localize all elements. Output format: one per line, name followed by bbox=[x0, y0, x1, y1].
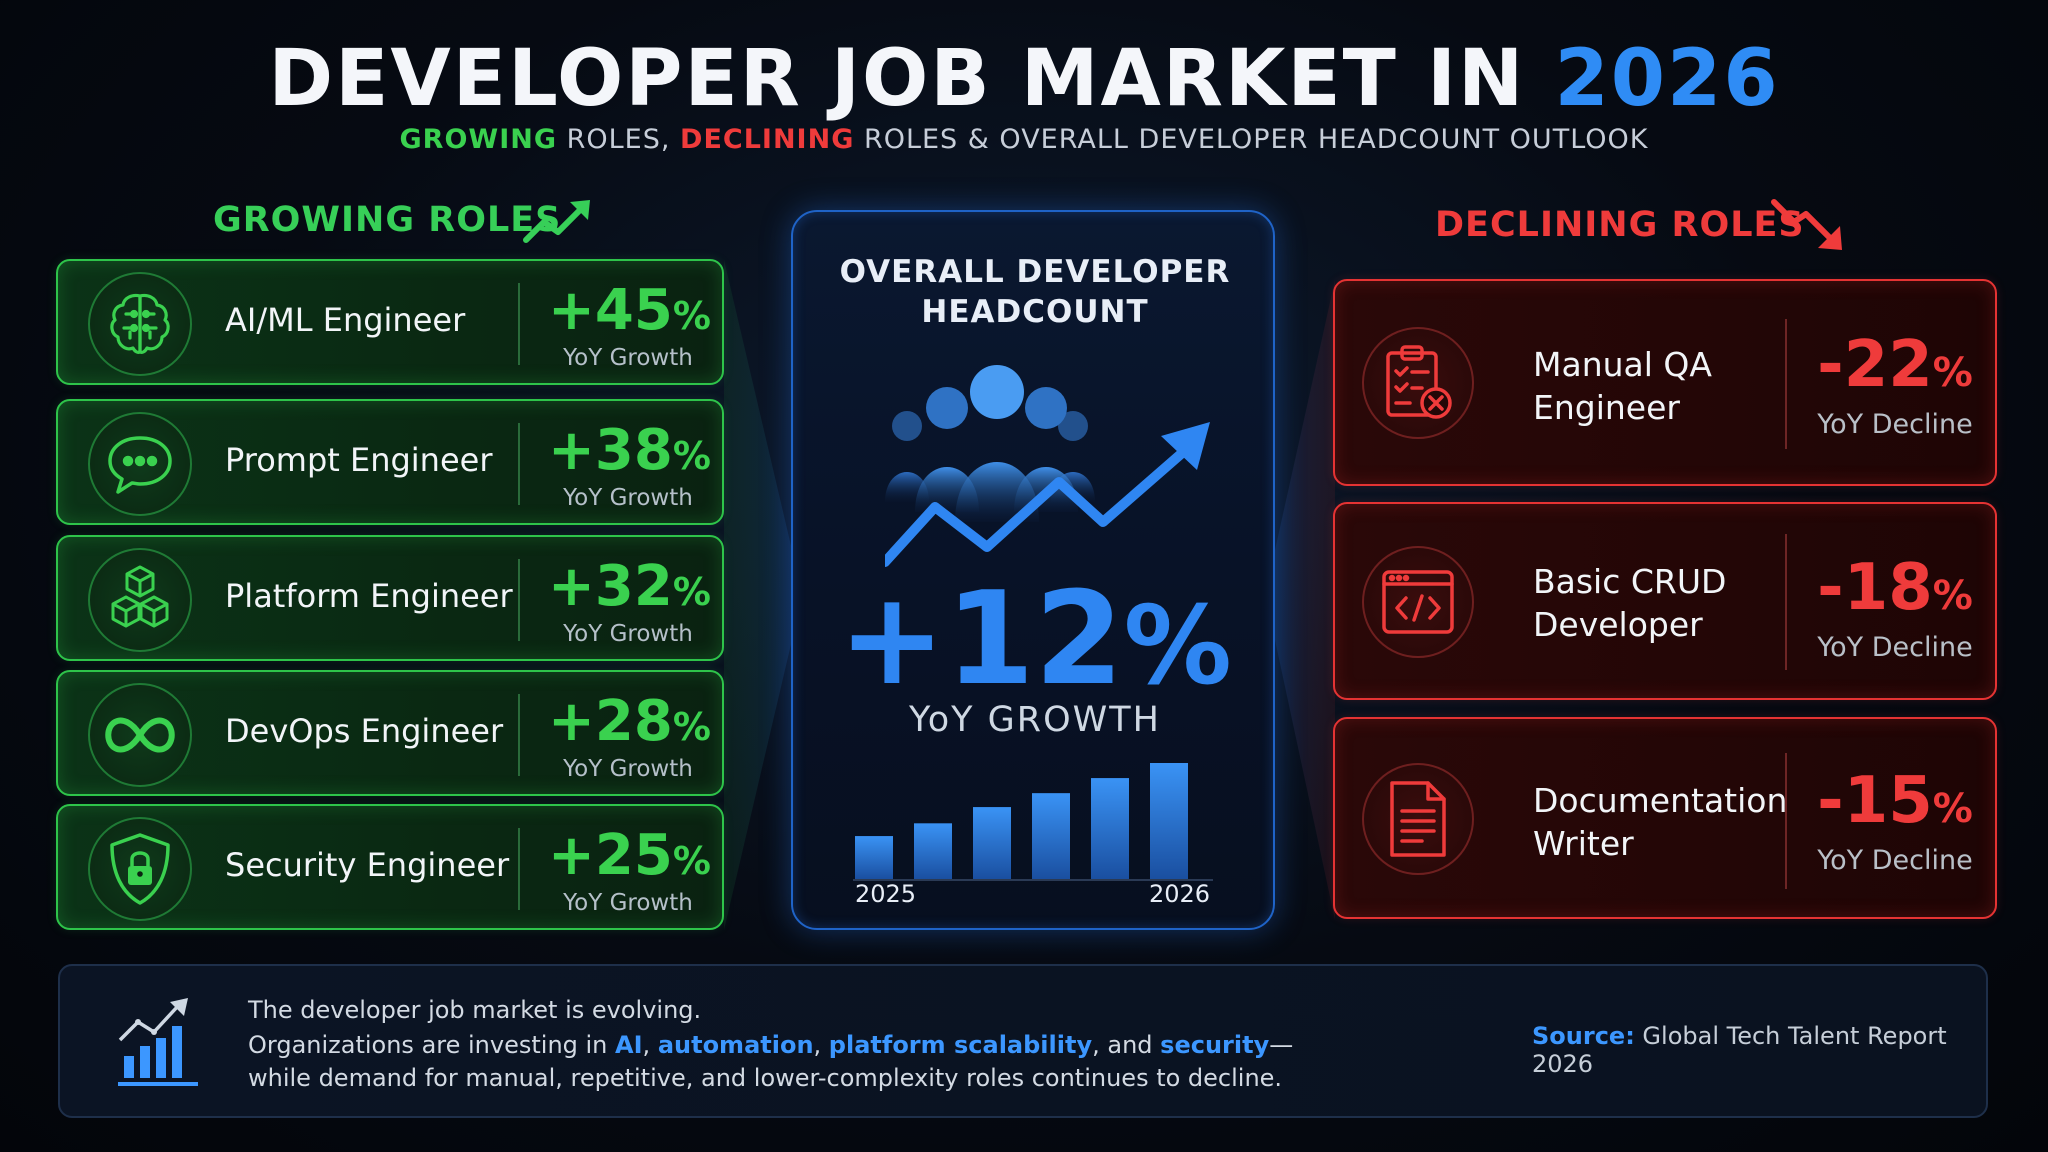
cubes-icon bbox=[88, 548, 192, 652]
page-subtitle: GROWING ROLES, DECLINING ROLES & OVERALL… bbox=[399, 124, 1649, 155]
headcount-bar bbox=[1091, 778, 1129, 879]
growth-value: +38% bbox=[548, 418, 711, 483]
headcount-bar bbox=[973, 807, 1011, 879]
divider bbox=[518, 423, 520, 505]
growth-label: YoY Growth bbox=[563, 890, 693, 916]
summary-line-3: while demand for manual, repetitive, and… bbox=[248, 1064, 1283, 1092]
trend-down-icon bbox=[1771, 199, 1842, 250]
growth-label: YoY Growth bbox=[563, 756, 693, 782]
role-name: DevOps Engineer bbox=[225, 712, 504, 750]
code-window-icon bbox=[1362, 546, 1474, 658]
growth-value: +32% bbox=[548, 554, 711, 619]
role-card-basic-crud-developer: Basic CRUD Developer -18% YoY Decline bbox=[1333, 502, 1997, 700]
shield-lock-icon bbox=[88, 817, 192, 921]
divider bbox=[518, 559, 520, 641]
title-year: 2026 bbox=[1554, 34, 1780, 124]
role-card-documentation-writer: Documentation Writer -15% YoY Decline bbox=[1333, 717, 1997, 919]
divider bbox=[1785, 319, 1787, 449]
growth-label: YoY Growth bbox=[563, 345, 693, 371]
role-card-manual-qa-engineer: Manual QA Engineer -22% YoY Decline bbox=[1333, 279, 1997, 486]
role-name: Basic CRUD Developer bbox=[1533, 562, 1727, 644]
role-name: Platform Engineer bbox=[225, 577, 513, 615]
growth-value: +45% bbox=[548, 278, 711, 343]
role-card-platform-engineer: Platform Engineer +32% YoY Growth bbox=[56, 535, 724, 661]
summary-line-1: The developer job market is evolving. bbox=[248, 996, 702, 1024]
headcount-bar bbox=[914, 823, 952, 879]
headcount-bar bbox=[1150, 763, 1188, 879]
growth-label: YoY Growth bbox=[563, 621, 693, 647]
decline-value: -15% bbox=[1817, 764, 1973, 838]
brain-icon bbox=[88, 272, 192, 376]
role-card-ai-ml-engineer: AI/ML Engineer +45% YoY Growth bbox=[56, 259, 724, 385]
divider bbox=[1785, 753, 1787, 889]
document-icon bbox=[1362, 763, 1474, 875]
highlight-platform-scalability: platform scalability bbox=[828, 1031, 1093, 1059]
highlight-ai: AI bbox=[615, 1031, 643, 1059]
year-end-label: 2026 bbox=[1149, 880, 1211, 908]
page-title: DEVELOPER JOB MARKET IN 2026 bbox=[268, 34, 1780, 124]
declining-roles-heading: DECLINING ROLES bbox=[1435, 205, 1805, 245]
role-name: Prompt Engineer bbox=[225, 441, 493, 479]
left-connector bbox=[724, 260, 792, 930]
summary-line-2: Organizations are investing in AI, autom… bbox=[248, 1031, 1294, 1059]
decline-label: YoY Decline bbox=[1817, 845, 1973, 876]
growth-value: +25% bbox=[548, 823, 711, 888]
bar-chart-trend-icon bbox=[118, 998, 198, 1086]
role-card-devops-engineer: DevOps Engineer +28% YoY Growth bbox=[56, 670, 724, 796]
decline-value: -22% bbox=[1817, 328, 1973, 402]
divider bbox=[518, 694, 520, 776]
overall-headcount-panel: OVERALL DEVELOPER HEADCOUNT +12% YoY GROW… bbox=[791, 210, 1275, 930]
clipboard-x-icon bbox=[1362, 327, 1474, 439]
infinity-icon bbox=[88, 683, 192, 787]
role-name: Manual QA Engineer bbox=[1533, 345, 1712, 427]
chat-bubble-icon bbox=[88, 412, 192, 516]
trend-up-icon bbox=[523, 200, 590, 243]
headcount-bar bbox=[1032, 793, 1070, 879]
decline-value: -18% bbox=[1817, 551, 1973, 625]
year-start-label: 2025 bbox=[855, 880, 917, 908]
role-card-prompt-engineer: Prompt Engineer +38% YoY Growth bbox=[56, 399, 724, 525]
source-citation: Source: Global Tech Talent Report 2026 bbox=[1532, 1022, 1947, 1078]
divider bbox=[518, 828, 520, 910]
decline-label: YoY Decline bbox=[1817, 632, 1973, 663]
role-name: AI/ML Engineer bbox=[225, 301, 466, 339]
people-growth-icon bbox=[885, 365, 1210, 567]
role-name: Security Engineer bbox=[225, 846, 510, 884]
divider bbox=[518, 283, 520, 365]
role-card-security-engineer: Security Engineer +25% YoY Growth bbox=[56, 804, 724, 930]
highlight-security: security bbox=[1160, 1031, 1270, 1059]
growing-roles-heading: GROWING ROLES bbox=[213, 200, 562, 240]
headcount-bar-chart bbox=[853, 763, 1213, 881]
panel-title: OVERALL DEVELOPER HEADCOUNT bbox=[839, 254, 1231, 330]
decline-label: YoY Decline bbox=[1817, 409, 1973, 440]
overall-growth-label: YoY GROWTH bbox=[909, 700, 1161, 740]
growth-label: YoY Growth bbox=[563, 485, 693, 511]
right-connector bbox=[1275, 280, 1335, 920]
divider bbox=[1785, 534, 1787, 670]
summary-footer: The developer job market is evolving. Or… bbox=[58, 964, 1988, 1118]
role-name: Documentation Writer bbox=[1533, 781, 1788, 863]
growth-value: +28% bbox=[548, 689, 711, 754]
headcount-bar bbox=[855, 836, 893, 879]
highlight-automation: automation bbox=[657, 1031, 814, 1059]
overall-growth-value: +12% bbox=[838, 565, 1232, 714]
